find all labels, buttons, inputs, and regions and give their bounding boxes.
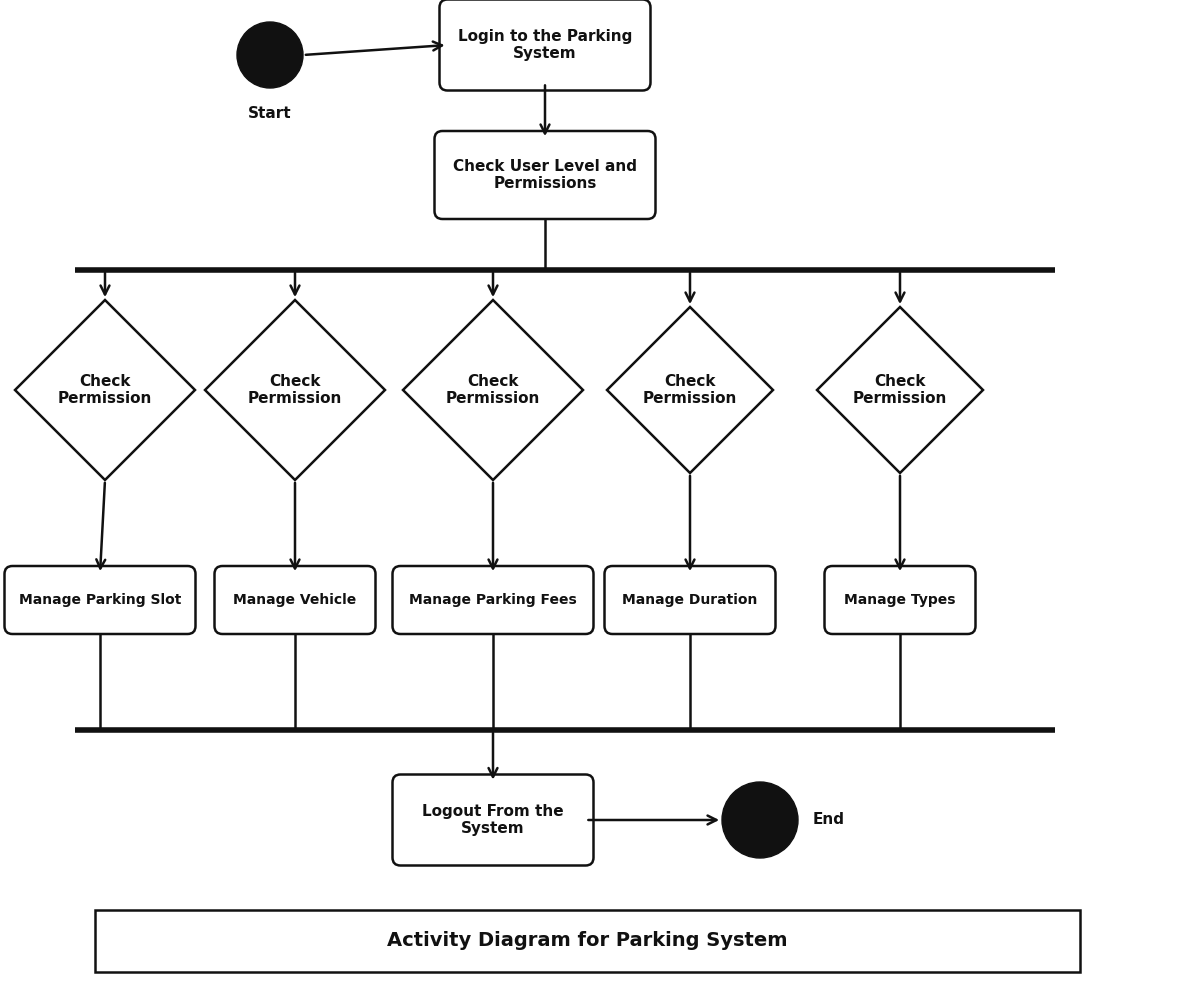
Text: Manage Parking Slot: Manage Parking Slot <box>19 593 181 607</box>
Text: Check
Permission: Check Permission <box>58 374 152 407</box>
Text: Activity Diagram for Parking System: Activity Diagram for Parking System <box>388 931 788 950</box>
Polygon shape <box>818 307 982 473</box>
Circle shape <box>237 22 303 88</box>
Circle shape <box>722 782 798 858</box>
FancyBboxPatch shape <box>604 566 775 634</box>
Text: Logout From the
System: Logout From the System <box>422 804 564 836</box>
Polygon shape <box>607 307 773 473</box>
Polygon shape <box>205 300 385 480</box>
Polygon shape <box>403 300 583 480</box>
Text: Check
Permission: Check Permission <box>445 374 541 407</box>
FancyBboxPatch shape <box>392 774 594 866</box>
FancyBboxPatch shape <box>435 131 655 219</box>
Text: Check
Permission: Check Permission <box>853 374 947 407</box>
FancyBboxPatch shape <box>439 0 650 90</box>
Text: Start: Start <box>249 106 292 121</box>
Text: Manage Parking Fees: Manage Parking Fees <box>409 593 577 607</box>
FancyBboxPatch shape <box>5 566 196 634</box>
Polygon shape <box>15 300 196 480</box>
Text: Check
Permission: Check Permission <box>247 374 342 407</box>
Text: Check User Level and
Permissions: Check User Level and Permissions <box>454 159 637 191</box>
Text: Manage Duration: Manage Duration <box>622 593 757 607</box>
Text: Manage Vehicle: Manage Vehicle <box>233 593 357 607</box>
Text: Login to the Parking
System: Login to the Parking System <box>458 29 633 62</box>
FancyBboxPatch shape <box>825 566 975 634</box>
FancyBboxPatch shape <box>392 566 594 634</box>
FancyBboxPatch shape <box>214 566 376 634</box>
Text: Check
Permission: Check Permission <box>643 374 737 407</box>
Text: Manage Types: Manage Types <box>845 593 955 607</box>
Text: End: End <box>813 812 845 827</box>
FancyBboxPatch shape <box>95 910 1080 972</box>
